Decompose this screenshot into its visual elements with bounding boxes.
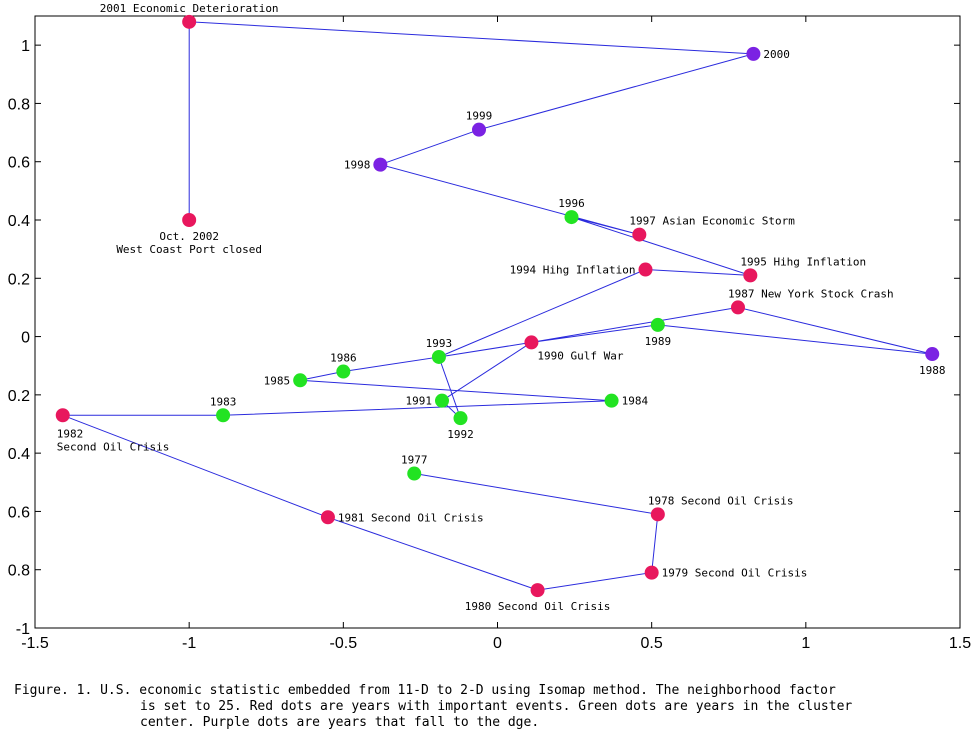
label-1986: 1986: [330, 352, 357, 365]
x-tick-label: -1.5: [21, 635, 49, 652]
x-tick-label: -1: [182, 635, 196, 652]
label-2000: 2000: [763, 48, 790, 61]
point-1990: [524, 335, 539, 350]
point-1997: [632, 227, 647, 242]
point-2002: [182, 213, 197, 227]
label-1983: 1983: [210, 395, 237, 408]
y-tick-label: 0.8: [8, 96, 30, 113]
point-1978: [650, 507, 665, 522]
plot-frame: [34, 15, 961, 629]
label-1977: 1977: [401, 454, 428, 467]
label-1998: 1998: [344, 159, 371, 172]
point-1981: [320, 510, 335, 525]
data-points: [55, 14, 940, 598]
x-tick-label: 1.5: [949, 635, 971, 652]
point-1994: [638, 262, 653, 277]
label-1980: 1980 Second Oil Crisis: [465, 600, 611, 613]
label-2002: Oct. 2002: [159, 230, 219, 243]
point-1996: [564, 210, 579, 225]
label-2002-sub: West Coast Port closed: [116, 243, 262, 256]
x-tick-label: -0.5: [330, 635, 358, 652]
point-1977: [407, 466, 422, 481]
trajectory-lines: [62, 21, 933, 591]
y-tick-label: 0: [21, 330, 30, 347]
label-2001: 2001 Economic Deterioration: [100, 2, 279, 15]
x-tick-label: 0.5: [641, 635, 663, 652]
point-1995: [743, 268, 758, 283]
point-1982: [55, 408, 70, 423]
point-1980: [530, 583, 545, 598]
point-labels: 1977 1978 Second Oil Crisis 1979 Second Oi…: [57, 2, 946, 613]
caption-line-3: center. Purple dots are years that fall …: [140, 715, 540, 730]
label-1994: 1994 Hihg Inflation: [510, 264, 636, 277]
scatter-chart: -1.5 -1 -0.5 0 0.5 1 1.5-10.80.60.40.200.20.40…: [8, 2, 971, 652]
point-1989: [650, 317, 665, 332]
label-1996: 1996: [558, 197, 585, 210]
label-1993: 1993: [426, 337, 453, 350]
y-tick-label: 1: [21, 38, 30, 55]
label-1979: 1979 Second Oil Crisis: [662, 567, 808, 580]
y-tick-label: -1: [16, 621, 30, 638]
figure-caption: Figure. 1. U.S. economic statistic embed…: [14, 683, 974, 731]
x-tick-label: 0: [493, 635, 502, 652]
y-tick-label: 0.4: [8, 213, 30, 230]
label-1988: 1988: [919, 364, 946, 377]
y-tick-label: 0.6: [8, 504, 30, 521]
point-1999: [472, 122, 486, 137]
label-1978: 1978 Second Oil Crisis: [648, 494, 794, 507]
point-1985: [293, 373, 308, 388]
point-1984: [604, 393, 619, 408]
label-1989: 1989: [645, 335, 672, 348]
y-tick-label: 0.6: [8, 155, 30, 172]
label-1982-sub: Second Oil Crisis: [57, 440, 170, 453]
label-1997: 1997 Asian Economic Storm: [629, 215, 795, 228]
trajectory-polyline: [62, 21, 933, 591]
point-1991: [435, 393, 449, 408]
point-1983: [216, 408, 231, 423]
caption-line-1: Figure. 1. U.S. economic statistic embed…: [14, 683, 836, 698]
caption-line-2: is set to 25. Red dots are years with im…: [140, 699, 853, 714]
point-1987: [731, 300, 745, 315]
point-1979: [644, 565, 659, 580]
label-1982: 1982: [57, 427, 84, 440]
y-tick-label: 0.2: [8, 388, 30, 405]
label-1981: 1981 Second Oil Crisis: [338, 511, 484, 524]
point-2000: [746, 46, 761, 61]
label-1992: 1992: [447, 428, 474, 441]
y-tick-label: 0.8: [8, 563, 30, 580]
y-tick-label: 0.4: [8, 446, 30, 463]
point-1986: [336, 364, 351, 379]
label-1984: 1984: [622, 395, 649, 408]
point-1998: [373, 157, 388, 172]
label-1999: 1999: [466, 110, 493, 123]
point-1988: [925, 347, 940, 362]
label-1995: 1995 Hihg Inflation: [740, 255, 866, 268]
y-tick-label: 0.2: [8, 271, 30, 288]
label-1991: 1991: [406, 395, 433, 408]
point-1993: [431, 349, 446, 364]
label-1990: 1990 Gulf War: [537, 349, 623, 362]
label-1985: 1985: [264, 374, 291, 387]
point-1992: [453, 411, 468, 426]
label-1987: 1987 New York Stock Crash: [728, 287, 894, 300]
axis-ticks: -1.5 -1 -0.5 0 0.5 1 1.5-10.80.60.40.200.20.40…: [8, 16, 971, 652]
point-2001: [182, 14, 197, 29]
x-tick-label: 1: [801, 635, 810, 652]
